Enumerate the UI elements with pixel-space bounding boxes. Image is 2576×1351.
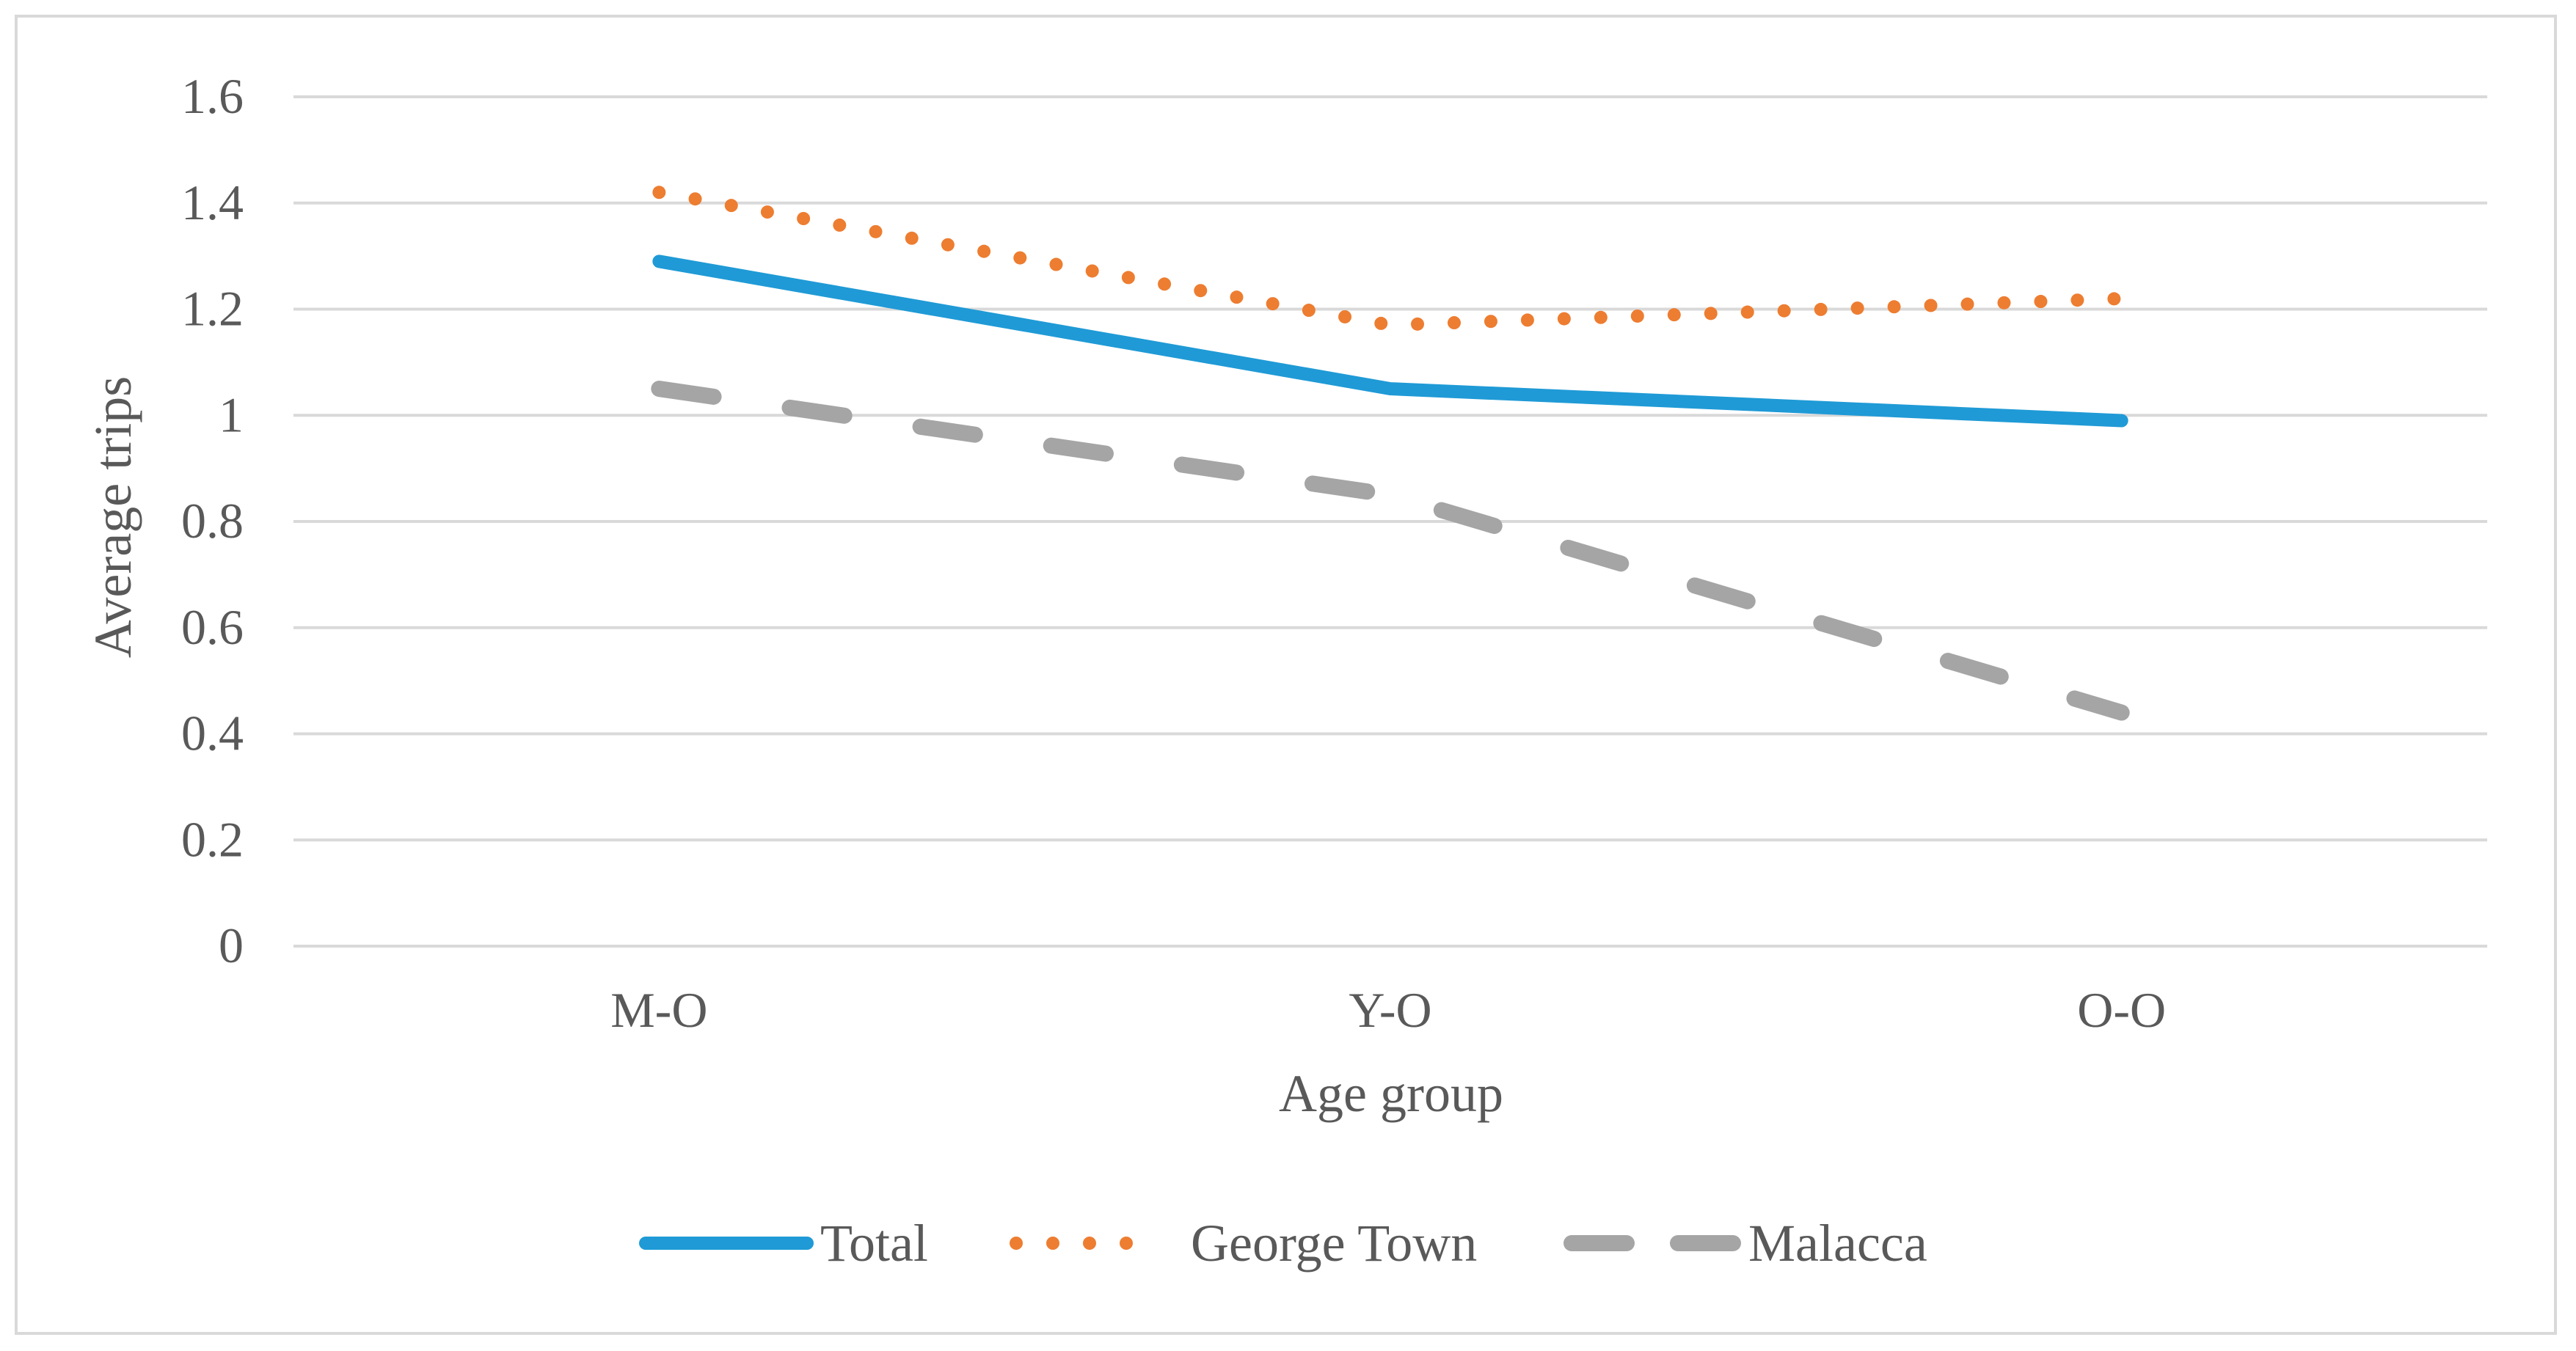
legend-label: Total	[820, 1214, 928, 1273]
legend-label: George Town	[1191, 1214, 1477, 1273]
y-tick-label: 1.4	[181, 175, 244, 230]
y-tick-label: 0.8	[181, 493, 244, 549]
legend-item-malacca: Malacca	[1564, 1214, 1927, 1273]
series-lines	[651, 186, 2130, 721]
y-tick-label: 0.2	[181, 811, 244, 867]
x-axis-title: Age group	[1279, 1064, 1503, 1123]
legend-item-george-town: George Town	[1010, 1214, 1477, 1273]
legend-item-total: Total	[639, 1214, 928, 1273]
series-line-malacca	[651, 381, 2130, 721]
legend-label: Malacca	[1748, 1214, 1927, 1273]
series-line-total	[652, 255, 2128, 428]
x-axis-ticks: M-O Y-O O-O	[610, 982, 2166, 1038]
x-tick-label: O-O	[2077, 982, 2166, 1038]
gridlines	[293, 95, 2487, 948]
y-axis-title: Average trips	[84, 376, 142, 659]
x-tick-label: Y-O	[1349, 982, 1431, 1038]
y-axis-ticks: 0 0.2 0.4 0.6 0.8 1 1.2 1.4 1.6	[181, 68, 244, 973]
legend: Total George Town Malacca	[639, 1214, 1927, 1273]
y-tick-label: 0	[219, 918, 244, 973]
x-tick-label: M-O	[610, 982, 707, 1038]
chart-frame	[15, 15, 2557, 1335]
y-tick-label: 1.6	[181, 68, 244, 124]
y-tick-label: 0.4	[181, 706, 244, 761]
y-tick-label: 0.6	[181, 599, 244, 655]
y-tick-label: 1.2	[181, 281, 244, 337]
y-tick-label: 1	[219, 387, 244, 442]
